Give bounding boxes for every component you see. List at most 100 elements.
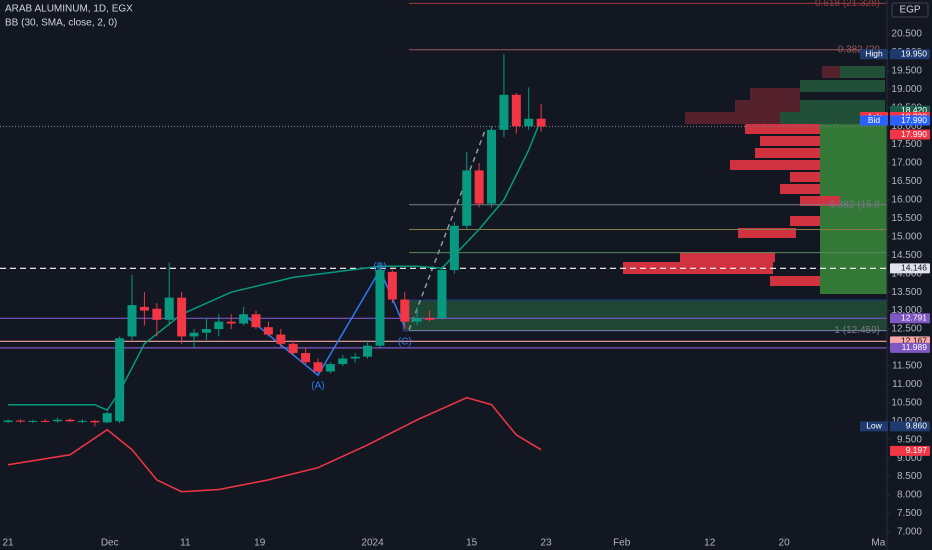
candle-body xyxy=(263,327,273,335)
candle-body xyxy=(53,419,63,422)
y-tick-label: 10.000 xyxy=(891,416,922,427)
x-tick-label: Ma xyxy=(871,538,885,549)
price-badge xyxy=(890,342,930,353)
candle-body xyxy=(28,420,38,422)
candle-body xyxy=(412,317,422,322)
candle-body xyxy=(425,317,435,320)
x-tick-label: Dec xyxy=(101,538,119,549)
price-tag-label: Low xyxy=(866,421,882,431)
indicator-line xyxy=(8,118,542,412)
price-badge-label: 19.950 xyxy=(901,48,927,58)
y-tick-label: 16.000 xyxy=(891,195,922,206)
price-tag xyxy=(860,49,888,60)
y-tick-label: 10.500 xyxy=(891,397,922,408)
volume-profile-range xyxy=(623,124,887,294)
candle-body xyxy=(214,321,224,330)
price-badge-label: 12.167 xyxy=(901,336,927,346)
price-badge-label: 17.990 xyxy=(901,115,927,125)
y-tick-label: 19.000 xyxy=(891,84,922,95)
candle-body xyxy=(499,94,509,130)
fib-label: 0.382 (15.8 xyxy=(829,199,880,210)
candle-body xyxy=(201,329,211,333)
fib-label: -0.618 (21.328) xyxy=(812,0,880,9)
price-badge xyxy=(890,115,930,126)
price-badge-label: 17.990 xyxy=(901,129,927,139)
x-tick-label: 21 xyxy=(2,538,14,549)
y-tick-label: 17.500 xyxy=(891,139,922,150)
range-box xyxy=(402,299,888,332)
indicator-label: BB (30, SMA, close, 2, 0) xyxy=(5,18,117,29)
price-badge xyxy=(890,129,930,140)
y-tick-label: 7.000 xyxy=(897,527,922,538)
price-badge xyxy=(890,313,930,324)
candle-body xyxy=(449,225,459,271)
candle-body xyxy=(115,338,125,422)
x-tick-label: 23 xyxy=(541,538,553,549)
candle-body xyxy=(239,314,249,324)
x-tick-label: 19 xyxy=(254,538,266,549)
candle-body xyxy=(301,353,311,363)
y-tick-label: 11.000 xyxy=(892,379,922,390)
x-tick-label: 15 xyxy=(466,538,478,549)
y-tick-label: 8.500 xyxy=(897,471,922,482)
candle-body xyxy=(524,118,534,127)
y-tick-label: 8.000 xyxy=(897,490,922,501)
candle-body xyxy=(487,129,497,204)
y-tick-label: 18.000 xyxy=(891,121,922,132)
candle-body xyxy=(437,270,447,318)
price-tag xyxy=(860,421,888,432)
candle-body xyxy=(40,420,50,422)
price-badge xyxy=(890,49,930,60)
y-tick-label: 15.500 xyxy=(891,213,922,224)
candle-body xyxy=(90,420,100,423)
y-tick-label: 16.500 xyxy=(891,176,922,187)
x-tick-label: 11 xyxy=(180,538,191,549)
candle-body xyxy=(325,364,335,372)
candle-body xyxy=(474,170,484,204)
x-tick-label: 20 xyxy=(779,538,791,549)
candle-body xyxy=(276,334,286,344)
fib-label: 1 (12.459) xyxy=(834,325,880,336)
y-tick-label: 11.500 xyxy=(892,361,922,372)
candle-body xyxy=(65,419,75,422)
y-tick-label: 20.500 xyxy=(891,29,922,40)
candle-body xyxy=(3,420,13,422)
wave-label: (C) xyxy=(398,337,412,348)
price-axis xyxy=(887,0,932,550)
candle-body xyxy=(152,308,162,320)
candle-body xyxy=(462,170,472,226)
candle-body xyxy=(363,345,373,357)
candle-body xyxy=(102,413,112,423)
price-badge xyxy=(890,421,930,432)
wave-label: (A) xyxy=(311,380,324,391)
price-badge-label: 11.989 xyxy=(902,342,928,352)
candle-body xyxy=(189,332,199,337)
price-badge-label: 9.197 xyxy=(906,445,928,455)
y-tick-label: 12.500 xyxy=(891,324,922,335)
candle-body xyxy=(338,358,348,365)
candle-body xyxy=(313,362,323,372)
x-tick-label: Feb xyxy=(613,538,631,549)
y-tick-label: 14.500 xyxy=(891,250,922,261)
candle-body xyxy=(164,297,174,320)
price-badge-label: 14.146 xyxy=(901,263,927,273)
currency: EGP xyxy=(899,5,920,16)
y-tick-label: 17.000 xyxy=(891,158,922,169)
chart-title: ARAB ALUMINUM, 1D, EGX xyxy=(5,4,133,15)
y-tick-label: 13.000 xyxy=(891,305,922,316)
price-badge-label: 12.791 xyxy=(901,313,927,323)
candle-body xyxy=(288,343,298,354)
price-badge xyxy=(890,263,930,274)
candle-body xyxy=(511,94,521,127)
y-tick-label: 15.000 xyxy=(891,231,922,242)
candle-body xyxy=(350,356,360,359)
price-tag-label: High xyxy=(865,48,883,58)
y-tick-label: 13.500 xyxy=(891,287,922,298)
y-tick-label: 7.500 xyxy=(897,508,922,519)
candle-body xyxy=(77,420,87,422)
y-tick-label: 9.500 xyxy=(897,434,922,445)
candle-body xyxy=(177,297,187,337)
